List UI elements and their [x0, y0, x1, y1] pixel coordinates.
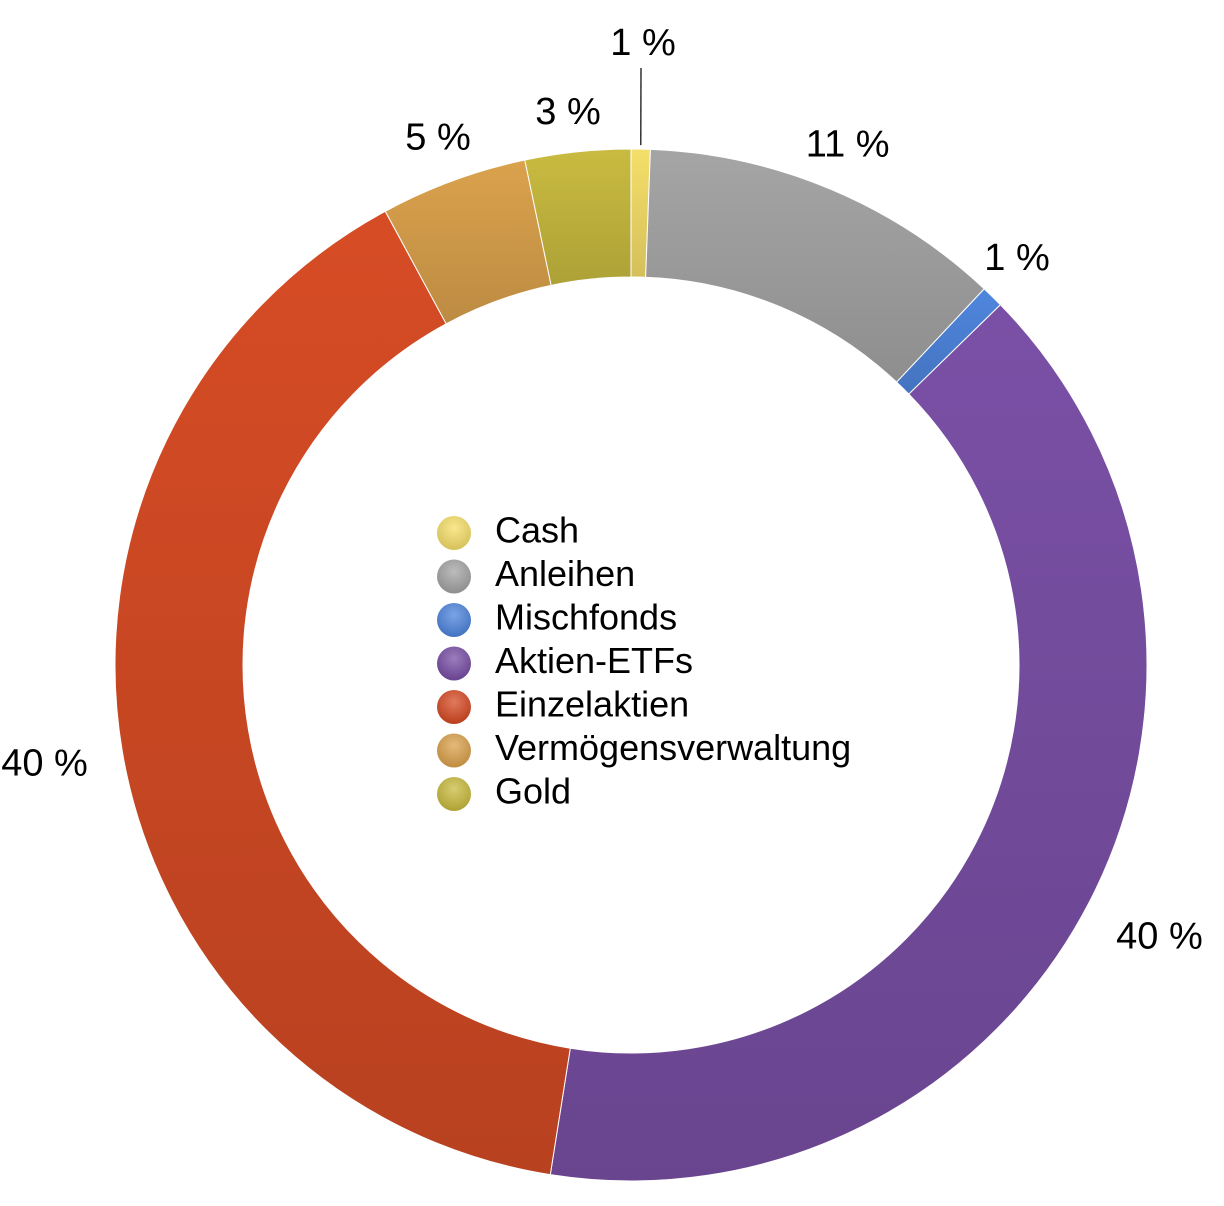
legend-swatch-gold — [437, 777, 471, 811]
legend-swatch-mischfonds — [437, 603, 471, 637]
slice-gold — [524, 148, 632, 286]
label-gold: 3 % — [535, 91, 600, 133]
legend-swatch-einzelaktien — [437, 690, 471, 724]
slice-einzelaktien — [114, 210, 571, 1176]
label-mischfonds: 1 % — [984, 237, 1049, 279]
slice-labels: 1 % 11 % 1 % 40 % 40 % 5 % 3 % — [1, 22, 1203, 957]
legend-label-aktien-etfs: Aktien-ETFs — [495, 640, 693, 681]
legend-swatch-cash — [437, 516, 471, 550]
legend-label-einzelaktien: Einzelaktien — [495, 684, 689, 725]
legend-label-anleihen: Anleihen — [495, 553, 635, 594]
legend-swatch-vermoegensverwaltung — [437, 733, 471, 768]
label-vermoegensverwaltung: 5 % — [405, 116, 470, 158]
label-aktien-etfs: 40 % — [1116, 915, 1203, 957]
legend: CashAnleihenMischfondsAktien-ETFsEinzela… — [437, 510, 851, 812]
label-anleihen: 11 % — [806, 123, 890, 165]
legend-label-mischfonds: Mischfonds — [495, 597, 677, 638]
legend-label-gold: Gold — [495, 771, 571, 812]
legend-label-vermoegensverwaltung: Vermögensverwaltung — [495, 727, 851, 768]
label-cash: 1 % — [610, 22, 675, 64]
donut-slices — [114, 148, 1148, 1182]
slice-aktien-etfs — [549, 304, 1148, 1182]
legend-swatch-anleihen — [437, 559, 471, 594]
legend-swatch-aktien-etfs — [437, 646, 471, 681]
legend-label-cash: Cash — [495, 510, 579, 551]
label-einzelaktien: 40 % — [1, 742, 88, 784]
